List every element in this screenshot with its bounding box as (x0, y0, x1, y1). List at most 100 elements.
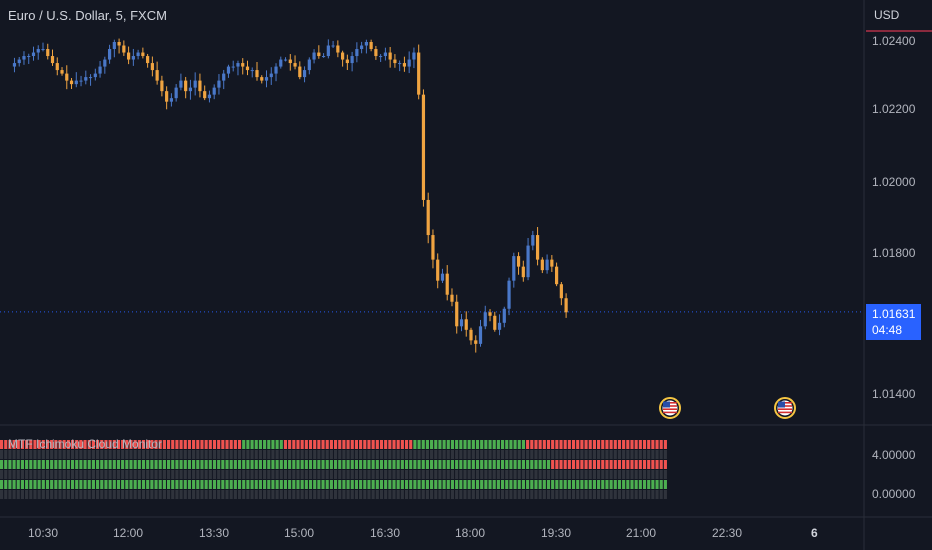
us-flag-icon[interactable] (774, 397, 796, 419)
indicator-bar (20, 470, 25, 479)
indicator-bar (425, 470, 429, 479)
indicator-bar (630, 470, 634, 479)
indicator-bar (41, 480, 45, 489)
indicator-bar (33, 460, 37, 469)
indicator-bar (75, 460, 79, 469)
indicator-bar (0, 450, 4, 459)
candle-body (521, 266, 525, 278)
indicator-bar (54, 470, 58, 479)
indicator-bar (329, 490, 333, 499)
price-tick-label: 1.01400 (872, 387, 916, 401)
indicator-bar (346, 450, 350, 459)
indicator-bar (308, 450, 313, 459)
indicator-bar (396, 450, 400, 459)
indicator-bar (204, 480, 208, 489)
indicator-bar (175, 440, 179, 449)
indicator-bar (37, 480, 41, 489)
indicator-bar (70, 450, 75, 459)
indicator-bar (442, 490, 446, 499)
indicator-bar (79, 490, 83, 499)
indicator-bar (275, 490, 279, 499)
us-flag-icon[interactable] (659, 397, 681, 419)
indicator-bar (517, 460, 521, 469)
candle-body (502, 308, 506, 323)
indicator-bar (141, 480, 146, 489)
indicator-bar (642, 490, 647, 499)
indicator-bar (121, 450, 125, 459)
indicator-bar (167, 490, 171, 499)
indicator-bar (58, 480, 62, 489)
indicator-bar (613, 470, 617, 479)
indicator-bar (584, 480, 588, 489)
indicator-bar (513, 450, 517, 459)
indicator-bar (496, 460, 500, 469)
candle-body (98, 66, 102, 74)
indicator-bar (409, 480, 413, 489)
indicator-bar (475, 480, 480, 489)
indicator-bar (363, 440, 367, 449)
indicator-bar (601, 470, 605, 479)
indicator-bar (204, 470, 208, 479)
indicator-bar (50, 450, 54, 459)
indicator-bar (225, 440, 229, 449)
indicator-bar (221, 450, 225, 459)
indicator-bar (4, 490, 8, 499)
indicator-bar (54, 460, 58, 469)
indicator-bar (663, 480, 667, 489)
candle-body (74, 80, 78, 85)
candle-body (478, 326, 483, 344)
indicator-bar (580, 480, 584, 489)
currency-selector[interactable]: USD (866, 6, 932, 32)
chart-title[interactable]: Euro / U.S. Dollar, 5, FXCM (8, 8, 167, 23)
indicator-bar (492, 450, 496, 459)
indicator-bar (158, 450, 162, 459)
indicator-bar (359, 450, 363, 459)
indicator-bar (638, 490, 642, 499)
indicator-bar (250, 490, 254, 499)
indicator-bar (304, 470, 308, 479)
indicator-bar (150, 450, 154, 459)
indicator-bar (517, 480, 521, 489)
indicator-bar (196, 470, 200, 479)
indicator-bar (288, 460, 292, 469)
candle-body (317, 52, 321, 57)
candle-body (217, 80, 221, 88)
indicator-bar (237, 460, 242, 469)
indicator-bar (75, 450, 79, 459)
indicator-bar (108, 440, 112, 449)
indicator-bar (108, 480, 112, 489)
indicator-bar (546, 450, 551, 459)
indicator-bar (283, 450, 288, 459)
candle-body (326, 45, 330, 57)
indicator-bar (250, 460, 254, 469)
price-tick-label: 1.01800 (872, 246, 916, 260)
indicator-bar (551, 490, 555, 499)
candle-body (545, 259, 549, 271)
indicator-bar (179, 460, 183, 469)
indicator-bar (100, 490, 104, 499)
indicator-bar (367, 490, 371, 499)
indicator-bar (179, 490, 183, 499)
indicator-title[interactable]: MTF Ichimoku Cloud Monitor (8, 437, 163, 451)
indicator-bar (384, 480, 388, 489)
indicator-bar (375, 470, 379, 479)
indicator-bar (555, 480, 559, 489)
indicator-bar (480, 460, 484, 469)
indicator-bar (83, 450, 87, 459)
indicator-bar (116, 480, 121, 489)
indicator-bar (538, 450, 542, 459)
indicator-bar (517, 470, 521, 479)
indicator-bar (300, 490, 304, 499)
indicator-bar (208, 490, 212, 499)
indicator-bar (546, 470, 551, 479)
indicator-bar (12, 460, 16, 469)
indicator-bar (392, 480, 396, 489)
indicator-bar (300, 470, 304, 479)
indicator-bar (396, 480, 400, 489)
indicator-bar (509, 470, 513, 479)
indicator-bar (534, 440, 538, 449)
indicator-bar (617, 460, 622, 469)
indicator-bar (304, 450, 308, 459)
indicator-bar (45, 460, 50, 469)
